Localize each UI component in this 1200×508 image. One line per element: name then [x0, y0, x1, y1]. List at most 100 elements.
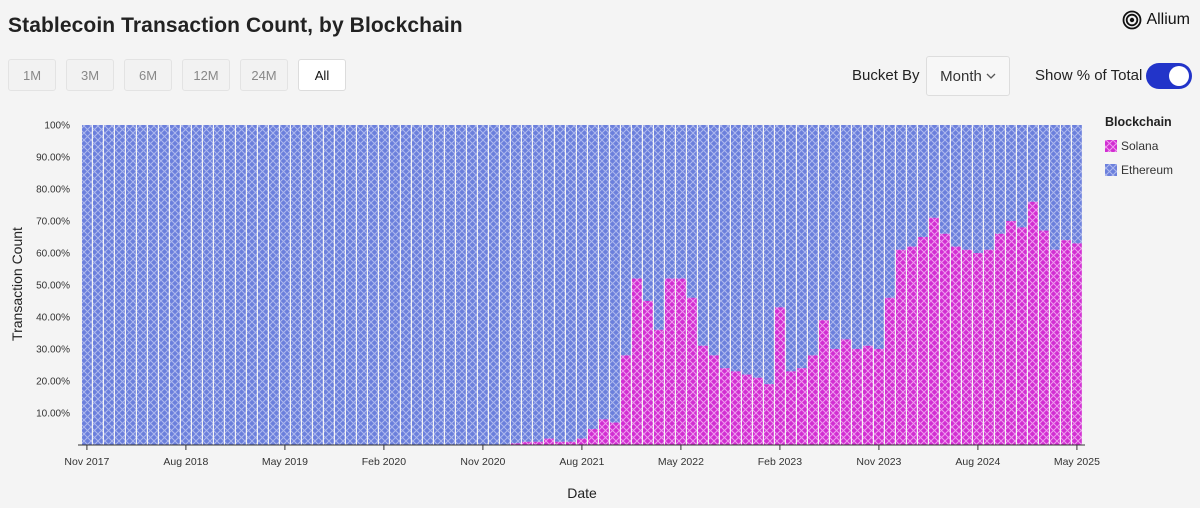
- bar-ethereum[interactable]: [522, 125, 532, 442]
- bar-ethereum[interactable]: [819, 125, 829, 321]
- bar-ethereum[interactable]: [225, 125, 235, 445]
- bar-ethereum[interactable]: [1072, 125, 1082, 244]
- bar-ethereum[interactable]: [511, 125, 521, 444]
- bar-solana[interactable]: [665, 278, 675, 445]
- bar-solana[interactable]: [918, 237, 928, 445]
- bar-ethereum[interactable]: [643, 125, 653, 301]
- bar-solana[interactable]: [687, 297, 697, 445]
- bar-ethereum[interactable]: [808, 125, 818, 356]
- bar-ethereum[interactable]: [324, 125, 334, 445]
- bar-ethereum[interactable]: [379, 125, 389, 445]
- bar-ethereum[interactable]: [346, 125, 356, 445]
- bar-solana[interactable]: [808, 355, 818, 445]
- bar-ethereum[interactable]: [280, 125, 290, 445]
- bar-ethereum[interactable]: [577, 125, 587, 439]
- bar-solana[interactable]: [775, 307, 785, 445]
- range-all-button[interactable]: All: [298, 59, 346, 91]
- bar-ethereum[interactable]: [632, 125, 642, 279]
- bar-ethereum[interactable]: [885, 125, 895, 298]
- bar-solana[interactable]: [621, 355, 631, 445]
- bar-ethereum[interactable]: [731, 125, 741, 372]
- bar-ethereum[interactable]: [126, 125, 136, 445]
- bar-ethereum[interactable]: [434, 125, 444, 445]
- bar-ethereum[interactable]: [775, 125, 785, 308]
- bar-solana[interactable]: [522, 441, 532, 445]
- bar-ethereum[interactable]: [148, 125, 158, 445]
- bar-solana[interactable]: [1028, 201, 1038, 445]
- bar-ethereum[interactable]: [137, 125, 147, 445]
- bar-solana[interactable]: [907, 246, 917, 445]
- bar-ethereum[interactable]: [665, 125, 675, 279]
- show-percent-toggle[interactable]: [1146, 63, 1192, 89]
- bar-ethereum[interactable]: [852, 125, 862, 349]
- bar-solana[interactable]: [566, 441, 576, 445]
- range-3m-button[interactable]: 3M: [66, 59, 114, 91]
- bar-ethereum[interactable]: [93, 125, 103, 445]
- bar-solana[interactable]: [929, 217, 939, 445]
- bar-ethereum[interactable]: [753, 125, 763, 378]
- bar-ethereum[interactable]: [654, 125, 664, 330]
- bar-solana[interactable]: [753, 377, 763, 445]
- bar-ethereum[interactable]: [368, 125, 378, 445]
- bar-solana[interactable]: [676, 278, 686, 445]
- bar-ethereum[interactable]: [214, 125, 224, 445]
- bar-ethereum[interactable]: [1028, 125, 1038, 202]
- bar-solana[interactable]: [973, 253, 983, 445]
- bar-ethereum[interactable]: [984, 125, 994, 250]
- bar-solana[interactable]: [852, 349, 862, 445]
- bar-ethereum[interactable]: [797, 125, 807, 369]
- bar-solana[interactable]: [643, 301, 653, 445]
- bar-ethereum[interactable]: [566, 125, 576, 442]
- bar-ethereum[interactable]: [929, 125, 939, 218]
- bar-ethereum[interactable]: [1050, 125, 1060, 250]
- bar-ethereum[interactable]: [445, 125, 455, 445]
- bucket-select[interactable]: Month: [926, 56, 1010, 96]
- bar-solana[interactable]: [797, 368, 807, 445]
- bar-ethereum[interactable]: [588, 125, 598, 429]
- bar-ethereum[interactable]: [423, 125, 433, 445]
- bar-solana[interactable]: [984, 249, 994, 445]
- bar-solana[interactable]: [511, 443, 521, 445]
- bar-ethereum[interactable]: [1017, 125, 1027, 228]
- bar-solana[interactable]: [830, 349, 840, 445]
- bar-ethereum[interactable]: [599, 125, 609, 420]
- bar-ethereum[interactable]: [82, 125, 92, 445]
- bar-solana[interactable]: [940, 233, 950, 445]
- bar-ethereum[interactable]: [533, 125, 543, 442]
- bar-solana[interactable]: [819, 320, 829, 445]
- bar-ethereum[interactable]: [412, 125, 422, 445]
- bar-solana[interactable]: [1017, 227, 1027, 445]
- bar-ethereum[interactable]: [720, 125, 730, 369]
- bar-solana[interactable]: [533, 441, 543, 445]
- legend-label-ethereum[interactable]: Ethereum: [1121, 163, 1173, 177]
- bar-ethereum[interactable]: [764, 125, 774, 385]
- bar-solana[interactable]: [555, 441, 565, 445]
- bar-solana[interactable]: [544, 438, 554, 445]
- bar-ethereum[interactable]: [973, 125, 983, 253]
- bar-ethereum[interactable]: [269, 125, 279, 445]
- bar-solana[interactable]: [1039, 230, 1049, 445]
- bar-ethereum[interactable]: [896, 125, 906, 250]
- bar-solana[interactable]: [885, 297, 895, 445]
- bar-ethereum[interactable]: [786, 125, 796, 372]
- bar-ethereum[interactable]: [698, 125, 708, 346]
- bar-ethereum[interactable]: [544, 125, 554, 439]
- bar-ethereum[interactable]: [335, 125, 345, 445]
- bar-ethereum[interactable]: [159, 125, 169, 445]
- bar-ethereum[interactable]: [313, 125, 323, 445]
- range-1m-button[interactable]: 1M: [8, 59, 56, 91]
- bar-ethereum[interactable]: [104, 125, 114, 445]
- bar-ethereum[interactable]: [742, 125, 752, 375]
- bar-ethereum[interactable]: [709, 125, 719, 356]
- bar-solana[interactable]: [610, 422, 620, 445]
- bar-ethereum[interactable]: [467, 125, 477, 445]
- bar-ethereum[interactable]: [489, 125, 499, 445]
- bar-solana[interactable]: [786, 371, 796, 445]
- bar-ethereum[interactable]: [291, 125, 301, 445]
- bar-solana[interactable]: [841, 339, 851, 445]
- bar-ethereum[interactable]: [192, 125, 202, 445]
- bar-ethereum[interactable]: [918, 125, 928, 237]
- bar-solana[interactable]: [995, 233, 1005, 445]
- bar-solana[interactable]: [709, 355, 719, 445]
- bar-solana[interactable]: [599, 419, 609, 445]
